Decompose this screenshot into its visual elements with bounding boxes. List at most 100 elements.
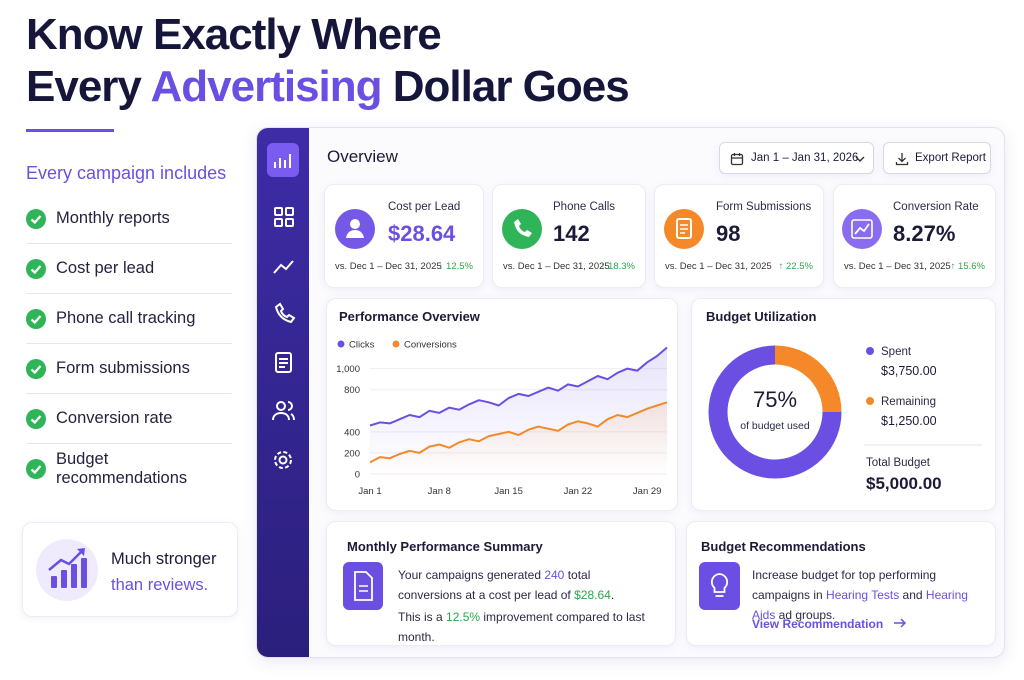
chart-title: Performance Overview xyxy=(339,309,481,324)
check-icon xyxy=(26,308,46,329)
legend-label: Conversions xyxy=(404,340,457,351)
promo-text: than reviews. xyxy=(111,576,209,594)
recommendation-link[interactable]: View Recommendation xyxy=(752,617,907,631)
kpi-label: Form Submissions xyxy=(716,201,812,213)
summary-title: Monthly Performance Summary xyxy=(347,539,543,554)
kpi-value: 98 xyxy=(716,221,741,246)
summary-card: Monthly Performance Summary Your campaig… xyxy=(326,521,676,646)
feature-item: Phone call tracking xyxy=(26,294,232,344)
y-tick-label: 1,000 xyxy=(336,364,360,375)
kpi-change: ↓ 12.5% xyxy=(438,261,473,272)
chevron xyxy=(855,156,865,162)
highlight: Hearing Tests xyxy=(826,588,900,602)
center-value: 75% xyxy=(753,387,797,412)
text: improvement compared to last month. xyxy=(398,610,645,644)
feature-item: Cost per lead xyxy=(26,244,232,294)
y-tick-label: 400 xyxy=(344,427,360,438)
highlight: Hearing Aids xyxy=(752,588,968,622)
title-highlight: Advertising xyxy=(150,62,382,111)
kpi-card: Form Submissions 98 vs. Dec 1 – Dec 31, … xyxy=(654,184,824,288)
kpi-value: $28.64 xyxy=(388,221,456,246)
text: . xyxy=(610,588,615,602)
highlight: $28.64 xyxy=(574,588,611,602)
summary-text: This is a 12.5% improvement compared to … xyxy=(398,607,668,647)
feature-item: Budget recommendations xyxy=(26,444,232,494)
kpi-icon xyxy=(335,209,375,249)
total-value: $5,000.00 xyxy=(866,474,942,493)
legend-label: Spent xyxy=(881,346,912,358)
check-icon xyxy=(26,459,46,479)
legend-swatch xyxy=(866,397,874,405)
promo-icon xyxy=(36,539,98,601)
kpi-label: Conversion Rate xyxy=(893,201,979,213)
recommendation-text: Increase budget for top performing campa… xyxy=(752,565,992,625)
line xyxy=(369,346,668,427)
features-heading: Every campaign includes xyxy=(26,163,227,183)
x-tick-label: Jan 29 xyxy=(633,486,662,497)
kpi-icon xyxy=(502,209,542,249)
text: This is a xyxy=(398,610,447,624)
kpi-icon xyxy=(842,209,882,249)
highlight: 12.5% xyxy=(446,610,481,624)
value-label: $1,250.00 xyxy=(881,414,937,428)
chart-title: Budget Utilization xyxy=(706,309,817,324)
promo-card: Much stronger than reviews. xyxy=(22,522,238,617)
check-icon xyxy=(26,258,46,279)
feature-label: Cost per lead xyxy=(56,259,155,277)
kpi-value: 8.27% xyxy=(893,221,956,246)
legend-swatch xyxy=(866,347,874,355)
kpi-card: Conversion Rate 8.27% vs. Dec 1 – Dec 31… xyxy=(833,184,996,288)
summary-text: Your campaigns generated 240 total conve… xyxy=(398,565,648,605)
export-button[interactable]: Export Report xyxy=(883,142,991,174)
feature-label: Phone call tracking xyxy=(56,309,196,327)
check-icon xyxy=(26,358,46,379)
underline xyxy=(26,129,114,132)
x-tick-label: Jan 15 xyxy=(494,486,523,497)
feature-item: Conversion rate xyxy=(26,394,232,444)
overview-title: Overview xyxy=(327,147,398,166)
bulb-icon xyxy=(699,562,740,610)
highlight: 240 xyxy=(544,568,565,582)
kpi-change: ↑ 15.6% xyxy=(950,261,985,272)
text: Your campaigns generated xyxy=(398,568,545,582)
total-label: Total Budget xyxy=(866,457,931,469)
export-label: Export Report xyxy=(915,152,986,164)
y-tick-label: 0 xyxy=(355,470,360,481)
nav-active[interactable] xyxy=(267,143,299,177)
kpi-value: 142 xyxy=(553,221,590,246)
recommendation-title: Budget Recommendations xyxy=(701,539,866,554)
doc-icon xyxy=(343,562,383,610)
legend-swatch xyxy=(392,340,400,348)
text: total conversions at a cost per lead of xyxy=(398,568,591,602)
kpi-icon xyxy=(664,209,704,249)
check-icon xyxy=(26,408,46,429)
feature-label: Monthly reports xyxy=(56,209,170,227)
kpi-comparison: vs. Dec 1 – Dec 31, 2025 xyxy=(503,261,610,272)
x-tick-label: Jan 8 xyxy=(428,486,451,497)
text: and xyxy=(899,588,926,602)
legend-label: Clicks xyxy=(349,340,375,351)
kpi-comparison: vs. Dec 1 – Dec 31, 2025 xyxy=(335,261,442,272)
donut-chart: Budget Utilization 75% of budget used To… xyxy=(706,309,982,493)
title-text: Every xyxy=(26,62,142,111)
title-line: Know Exactly Where xyxy=(26,10,442,59)
title-text: Dollar Goes xyxy=(392,62,630,111)
text: ad groups. xyxy=(775,608,836,622)
calendar-icon xyxy=(730,153,744,166)
download-icon xyxy=(895,153,909,166)
kpi-label: Cost per Lead xyxy=(388,201,461,213)
center-label: of budget used xyxy=(740,420,810,432)
date-picker[interactable]: Jan 1 – Jan 31, 2026 xyxy=(719,142,874,174)
link-text[interactable]: View Recommendation xyxy=(752,617,884,631)
title-line: Every Advertising Dollar Goes xyxy=(26,62,630,112)
promo-text: Much stronger xyxy=(111,550,217,568)
feature-item: Monthly reports xyxy=(26,194,232,244)
legend-label: Remaining xyxy=(881,396,936,408)
feature-item: Form submissions xyxy=(26,344,232,394)
kpi-change: ↑ 18.3% xyxy=(600,261,635,272)
kpi-change: ↑ 22.5% xyxy=(778,261,813,272)
performance-card: Performance Overview 0 200 400 800 1,000 Jan … xyxy=(326,298,678,511)
x-tick-label: Jan 22 xyxy=(564,486,593,497)
sidebar-icons xyxy=(267,143,299,469)
line xyxy=(369,401,668,464)
